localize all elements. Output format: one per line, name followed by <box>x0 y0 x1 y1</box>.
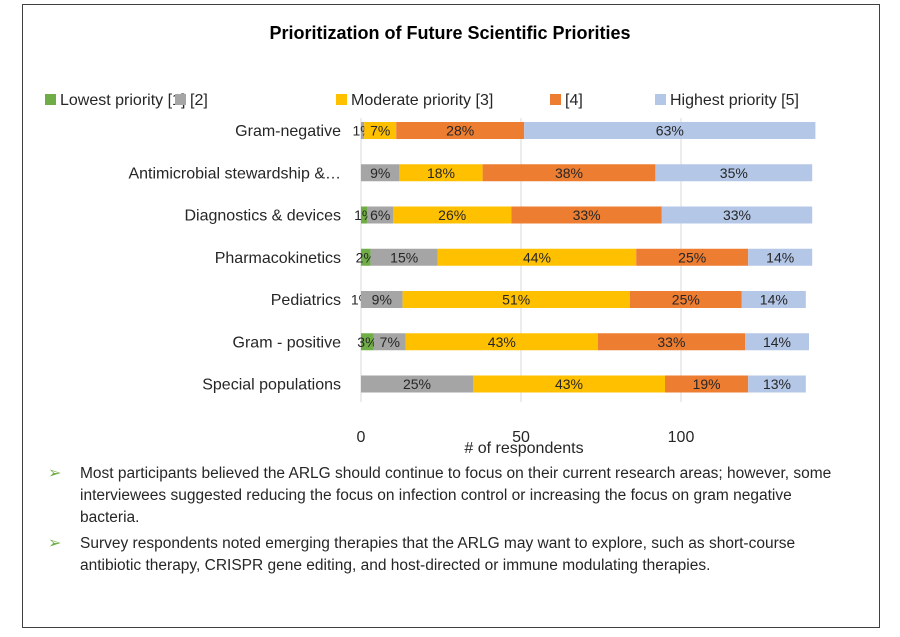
bullet-item: ➢ Most participants believed the ARLG sh… <box>38 463 838 529</box>
category-label: Special populations <box>202 377 341 394</box>
legend-label: Highest priority [5] <box>670 92 799 109</box>
bullet-list: ➢ Most participants believed the ARLG sh… <box>38 463 838 581</box>
data-label: 33% <box>723 207 751 223</box>
bullet-item: ➢ Survey respondents noted emerging ther… <box>38 533 838 577</box>
arrow-bullet-icon: ➢ <box>48 535 62 552</box>
bullet-text: Survey respondents noted emerging therap… <box>80 535 796 574</box>
data-label: 35% <box>720 165 748 181</box>
legend-swatch <box>550 94 561 105</box>
category-label: Pediatrics <box>271 292 341 309</box>
category-label: Antimicrobial stewardship &… <box>128 165 341 182</box>
category-label: Gram-negative <box>235 123 341 140</box>
data-label: 9% <box>370 165 390 181</box>
bar-segment <box>361 206 368 224</box>
bar-segment <box>636 248 749 266</box>
legend-label: Lowest priority [1] <box>60 92 185 109</box>
data-label: 15% <box>390 249 418 265</box>
data-label: 18% <box>427 165 455 181</box>
bar-segment <box>361 248 371 266</box>
bar-segment <box>393 206 512 224</box>
bar-segment <box>511 206 662 224</box>
legend-swatch <box>336 94 347 105</box>
bar-segment <box>482 164 656 182</box>
bar-segment <box>402 291 630 308</box>
data-label: 6% <box>370 207 390 223</box>
data-label: 25% <box>403 376 431 392</box>
bar-segment <box>473 375 665 393</box>
data-label: 7% <box>370 123 390 139</box>
bar-segment <box>361 122 365 139</box>
data-label: 63% <box>656 123 684 139</box>
data-label: 43% <box>488 334 516 350</box>
data-label: 13% <box>763 376 791 392</box>
bar-segment <box>629 291 742 308</box>
chart-frame <box>22 4 880 628</box>
data-label: 43% <box>555 376 583 392</box>
data-label: 14% <box>763 334 791 350</box>
category-label: Diagnostics & devices <box>184 208 341 225</box>
bar-segment <box>367 206 393 224</box>
bar-segment <box>399 164 483 182</box>
bar-segment <box>661 206 813 224</box>
bar-segment <box>748 375 806 393</box>
bar-segment <box>665 375 749 393</box>
data-label: 26% <box>438 207 466 223</box>
bar-segment <box>361 164 400 182</box>
data-label: 25% <box>672 292 700 308</box>
data-label: 7% <box>380 334 400 350</box>
data-label: 33% <box>657 334 685 350</box>
data-label: 3% <box>357 334 377 350</box>
bar-segment <box>370 248 438 266</box>
x-tick-label: 100 <box>668 429 695 446</box>
legend-swatch <box>655 94 666 105</box>
bar-segment <box>361 375 473 393</box>
bar-segment <box>655 164 813 182</box>
bar-segment <box>741 291 806 308</box>
data-label: 28% <box>446 123 474 139</box>
legend-label: Moderate priority [3] <box>351 92 493 109</box>
data-label: 33% <box>573 207 601 223</box>
bar-segment <box>361 291 403 308</box>
bar-segment <box>748 248 813 266</box>
x-axis-title: # of respondents <box>464 440 583 457</box>
data-label: 14% <box>766 249 794 265</box>
bar-segment <box>437 248 637 266</box>
bar-segment <box>373 333 406 351</box>
data-label: 25% <box>678 249 706 265</box>
data-label: 51% <box>502 292 530 308</box>
data-label: 38% <box>555 165 583 181</box>
arrow-bullet-icon: ➢ <box>48 465 62 482</box>
legend-label: [2] <box>190 92 208 109</box>
bar-segment <box>745 333 809 351</box>
chart-title: Prioritization of Future Scientific Prio… <box>269 23 630 43</box>
bar-segment <box>396 122 525 139</box>
legend-swatch <box>45 94 56 105</box>
category-label: Pharmacokinetics <box>215 250 341 267</box>
bar-segment <box>364 122 397 139</box>
data-label: 9% <box>372 292 392 308</box>
data-label: 19% <box>693 376 721 392</box>
legend-label: [4] <box>565 92 583 109</box>
x-tick-label: 50 <box>512 429 530 446</box>
data-label: 14% <box>760 292 788 308</box>
category-label: Gram - positive <box>233 334 342 351</box>
bar-segment <box>597 333 745 351</box>
x-tick-label: 0 <box>357 429 366 446</box>
legend-swatch <box>175 94 186 105</box>
bullet-text: Most participants believed the ARLG shou… <box>80 465 832 526</box>
bar-segment <box>524 122 816 139</box>
bar-segment <box>405 333 598 351</box>
bar-segment <box>361 333 374 351</box>
data-label: 44% <box>523 249 551 265</box>
